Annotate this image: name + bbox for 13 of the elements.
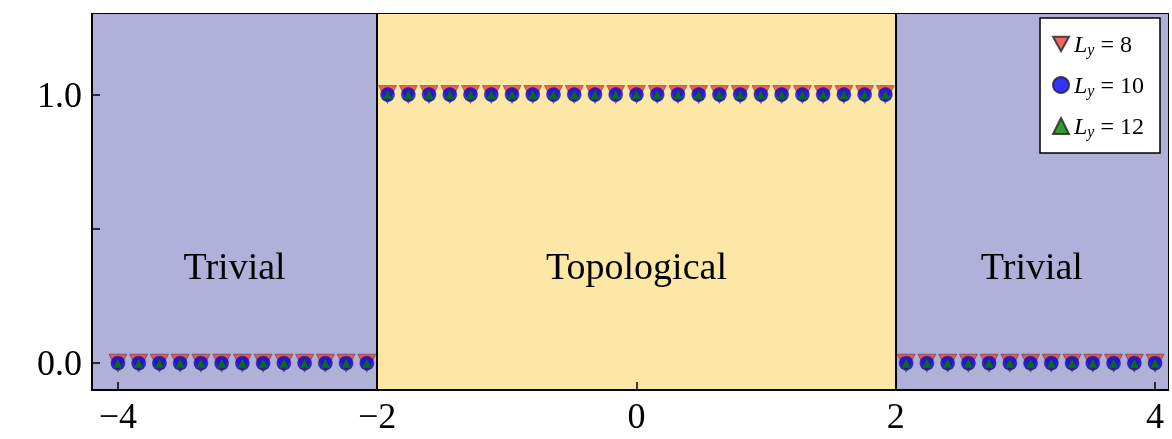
x-tick-label: −2 bbox=[358, 396, 397, 436]
legend-label: Ly = 10 bbox=[1073, 72, 1145, 100]
band-label: Topological bbox=[546, 244, 727, 287]
band-label: Trivial bbox=[980, 244, 1083, 287]
band-label: Trivial bbox=[183, 244, 286, 287]
y-tick-label: 1.0 bbox=[37, 74, 82, 115]
x-tick-label: 2 bbox=[886, 396, 905, 436]
x-tick-label: 4 bbox=[1146, 396, 1165, 436]
x-tick-label: 0 bbox=[627, 396, 646, 436]
legend-label: Ly = 8 bbox=[1073, 31, 1133, 59]
legend-label: Ly = 12 bbox=[1073, 113, 1145, 141]
x-tick-label: −4 bbox=[98, 396, 138, 436]
y-tick-label: 0.0 bbox=[37, 343, 82, 384]
